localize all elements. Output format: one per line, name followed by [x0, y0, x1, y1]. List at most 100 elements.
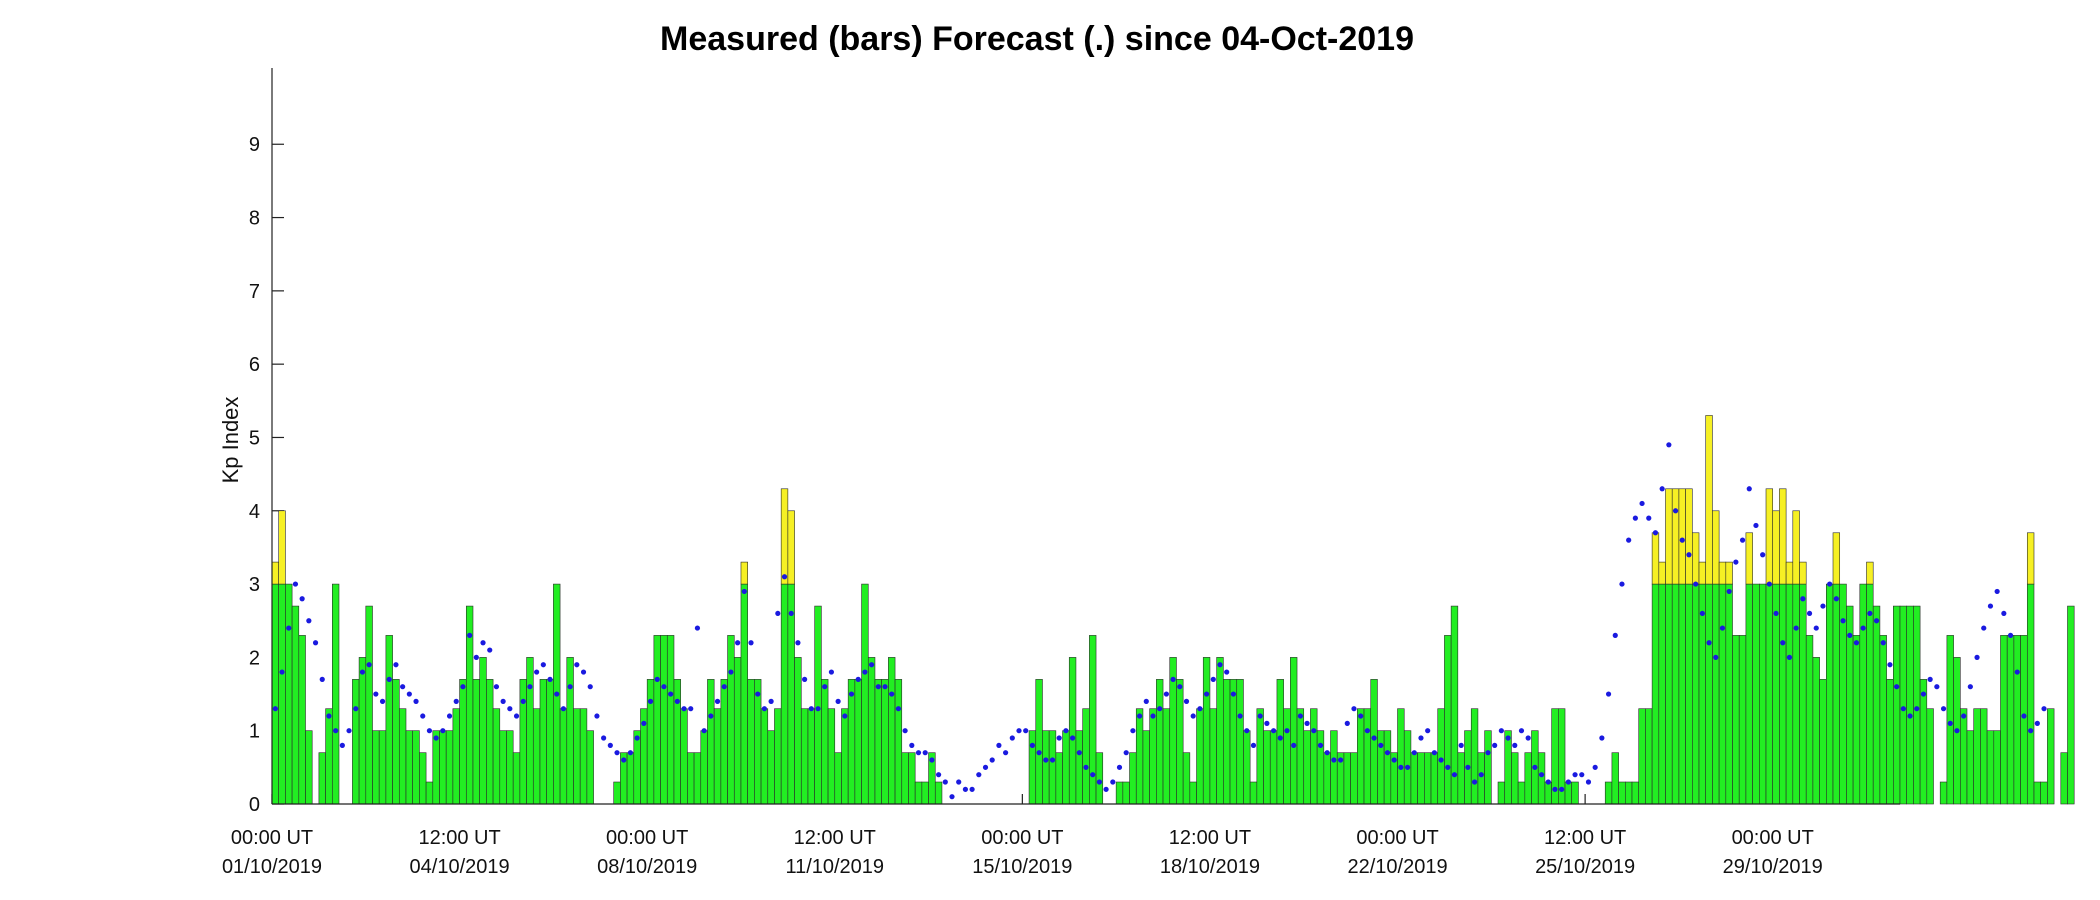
- forecast-point: [728, 669, 734, 675]
- measured-bar-high: [278, 510, 286, 585]
- forecast-point: [614, 750, 620, 756]
- measured-bar: [1765, 583, 1774, 805]
- forecast-point: [1686, 552, 1692, 558]
- forecast-point: [1987, 603, 1994, 609]
- measured-bar: [378, 730, 387, 805]
- forecast-point: [1619, 581, 1625, 587]
- measured-bar: [385, 635, 393, 805]
- measured-bar: [2006, 635, 2015, 805]
- forecast-point: [1961, 713, 1967, 719]
- measured-bar: [1424, 752, 1432, 805]
- forecast-point: [982, 764, 989, 770]
- measured-bar-high: [1705, 415, 1713, 585]
- measured-bar: [506, 730, 514, 805]
- measured-bar: [331, 583, 340, 805]
- measured-bar: [1243, 730, 1251, 805]
- forecast-point: [909, 742, 915, 748]
- measured-bar: [1377, 730, 1385, 805]
- measured-bar: [1156, 679, 1164, 805]
- measured-bar: [1269, 730, 1278, 805]
- measured-bar: [1296, 708, 1305, 805]
- forecast-point: [1029, 742, 1036, 748]
- forecast-point: [1445, 764, 1451, 770]
- measured-bar: [1457, 752, 1465, 805]
- measured-bar: [459, 679, 467, 805]
- measured-bar: [1129, 752, 1137, 805]
- measured-bar: [1685, 583, 1693, 805]
- measured-bar: [841, 708, 849, 805]
- measured-bar: [1792, 583, 1800, 805]
- forecast-point: [580, 669, 587, 675]
- forecast-point: [279, 669, 285, 675]
- forecast-point: [1626, 537, 1632, 543]
- forecast-point: [748, 640, 754, 646]
- forecast-point: [339, 742, 345, 748]
- measured-bar: [566, 657, 574, 805]
- measured-bars: [271, 415, 2075, 805]
- forecast-point: [1270, 728, 1277, 734]
- forecast-point: [996, 742, 1002, 748]
- forecast-point: [507, 706, 513, 712]
- measured-bar: [325, 708, 333, 805]
- measured-bar: [1899, 605, 1907, 805]
- forecast-point: [1083, 764, 1089, 770]
- forecast-point: [1873, 618, 1880, 624]
- forecast-point: [386, 676, 392, 682]
- measured-bar-high: [1832, 532, 1841, 585]
- forecast-point: [1532, 764, 1538, 770]
- measured-bar: [1202, 657, 1211, 805]
- y-tick-label: 3: [249, 574, 260, 596]
- measured-bar: [499, 730, 507, 805]
- measured-bar: [1142, 730, 1150, 805]
- measured-bar: [1725, 583, 1733, 805]
- forecast-point: [1827, 581, 1833, 587]
- measured-bar: [1470, 708, 1479, 805]
- measured-bar: [1625, 781, 1633, 805]
- forecast-point: [822, 684, 828, 690]
- forecast-point: [353, 706, 359, 712]
- measured-bar: [633, 730, 641, 805]
- forecast-point: [714, 698, 721, 704]
- forecast-point: [1123, 750, 1129, 756]
- measured-bar: [1752, 583, 1760, 805]
- measured-bar: [1604, 781, 1613, 805]
- x-tick-date-label: 08/10/2019: [597, 856, 697, 878]
- measured-bar: [1852, 635, 1861, 805]
- forecast-point: [1378, 742, 1384, 748]
- measured-bar: [780, 583, 789, 805]
- measured-bar: [1651, 583, 1660, 805]
- forecast-point: [2028, 728, 2034, 734]
- forecast-point: [2001, 610, 2007, 617]
- measured-bar: [1343, 752, 1351, 805]
- forecast-point: [319, 676, 325, 682]
- measured-bar-high: [1712, 510, 1720, 585]
- forecast-point: [1224, 669, 1230, 675]
- measured-bar: [1370, 679, 1378, 805]
- forecast-point: [1605, 691, 1612, 697]
- measured-bar: [1738, 635, 1747, 805]
- forecast-point: [1163, 691, 1169, 697]
- forecast-point: [668, 691, 674, 697]
- measured-bar: [1611, 752, 1619, 805]
- measured-bar: [646, 679, 655, 805]
- forecast-point: [1244, 728, 1250, 734]
- forecast-point: [1525, 735, 1531, 741]
- measured-bar: [298, 635, 306, 805]
- y-axis-label: Kp Index: [218, 397, 243, 484]
- measured-bar: [285, 583, 293, 805]
- measured-bar: [586, 730, 594, 805]
- x-tick-date-label: 22/10/2019: [1347, 856, 1447, 878]
- forecast-point: [547, 676, 553, 682]
- forecast-point: [641, 720, 647, 726]
- x-tick-date-label: 01/10/2019: [222, 856, 322, 878]
- measured-bar: [1162, 708, 1171, 805]
- measured-bar: [1028, 730, 1037, 805]
- measured-bar: [847, 679, 856, 805]
- forecast-point: [413, 698, 419, 704]
- measured-bar: [1692, 583, 1700, 805]
- measured-bar: [1122, 781, 1130, 805]
- measured-bar: [1176, 679, 1184, 805]
- measured-bar: [365, 605, 373, 805]
- forecast-point: [1023, 728, 1029, 734]
- forecast-point: [1867, 610, 1873, 617]
